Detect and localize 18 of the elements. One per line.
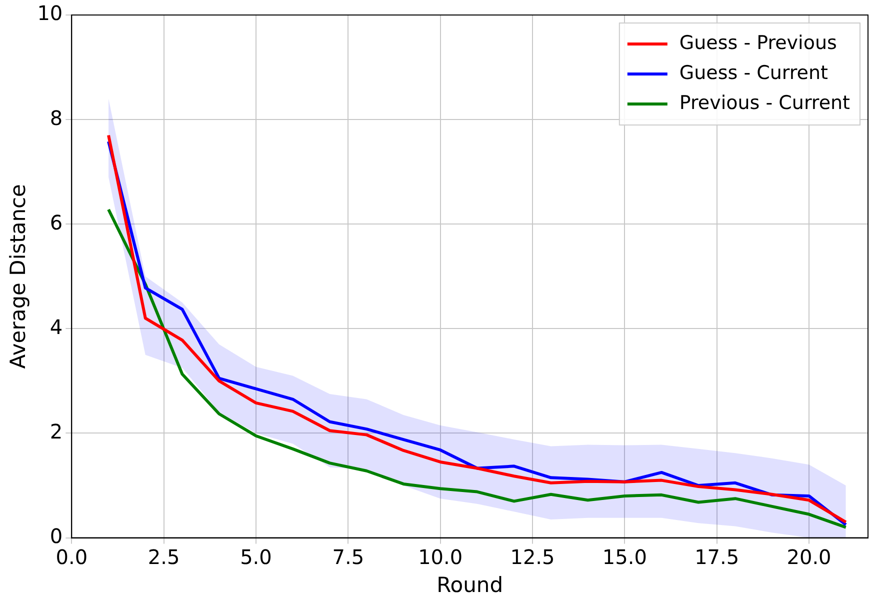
legend-label: Guess - Previous (679, 32, 837, 54)
x-tick-label: 12.5 (510, 545, 555, 570)
y-axis-title: Average Distance (6, 184, 30, 369)
y-tick-label: 10 (37, 1, 63, 26)
x-tick-label: 20.0 (786, 545, 832, 570)
x-axis-title: Round (436, 572, 504, 597)
x-tick-label: 2.5 (148, 545, 180, 570)
x-tick-label: 17.5 (694, 545, 740, 570)
y-tick-label: 6 (50, 210, 63, 234)
x-tick-label: 10.0 (418, 545, 463, 570)
x-tick-label: 7.5 (332, 545, 364, 570)
legend-label: Previous - Current (679, 92, 850, 114)
legend-label: Guess - Current (679, 62, 828, 84)
y-tick-label: 8 (50, 106, 63, 130)
x-tick-label: 5.0 (240, 545, 272, 570)
y-tick-label: 2 (50, 419, 63, 444)
x-tick-label: 15.0 (602, 545, 647, 570)
y-tick-label: 4 (50, 314, 63, 339)
